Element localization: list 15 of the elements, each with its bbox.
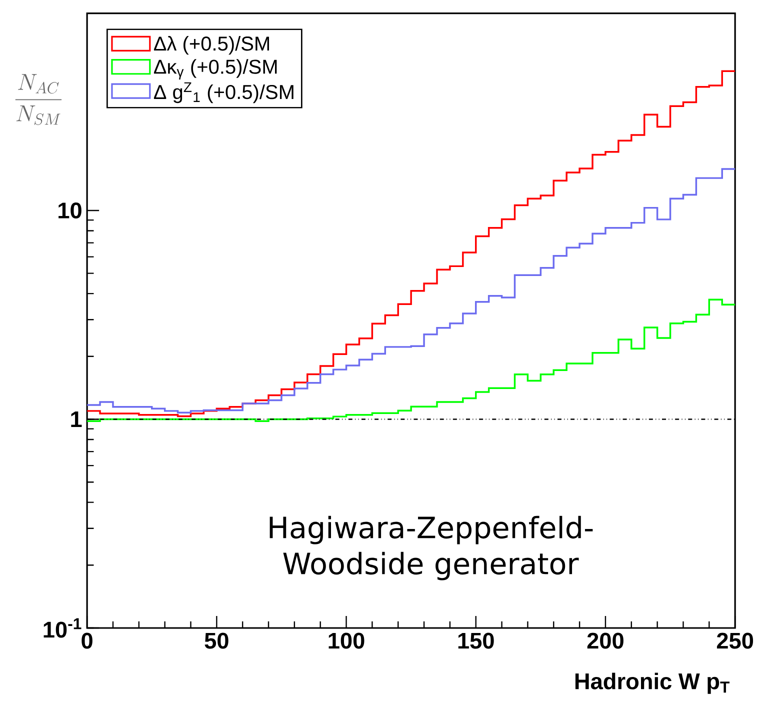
x-axis-title: Hadronic W p$_{T}$: [575, 672, 730, 694]
legend-label: Δκ$_{γ}$ (+0.5)/SM: [154, 59, 277, 80]
legend-label: Δ g$^{Z}$$_{1}$ (+0.5)/SM: [154, 82, 294, 104]
x-tick-label: 250: [716, 632, 754, 649]
y-tick-label: 10: [58, 202, 82, 219]
y-axis-title: $\frac{N_{AC}}{N_{SM}}$: [15, 74, 62, 126]
x-tick-label: 200: [587, 632, 624, 649]
y-tick-label: 10$^{-1}$: [44, 618, 82, 638]
legend-label: Δλ (+0.5)/SM: [154, 36, 269, 55]
x-tick-label: 0: [82, 632, 92, 649]
x-tick-label: 150: [458, 632, 494, 649]
annotation: Hagiwara-Zeppenfeld-Woodside generator: [270, 516, 593, 580]
x-tick-label: 100: [328, 632, 364, 649]
y-tick-label: 1: [71, 411, 82, 428]
x-tick-label: 50: [204, 632, 228, 649]
